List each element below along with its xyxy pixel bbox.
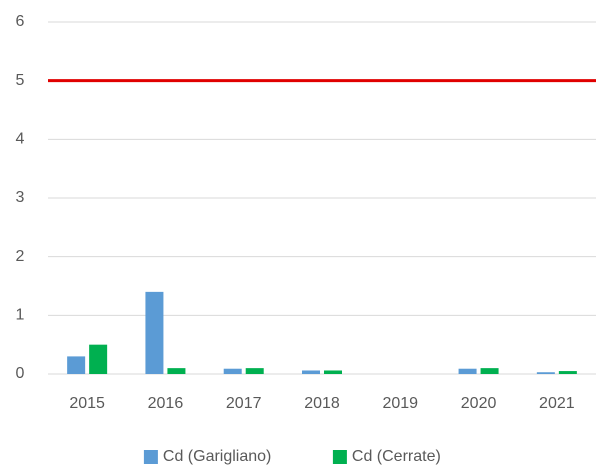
bar [67,356,86,374]
y-tick-label: 2 [16,248,25,265]
legend-label: Cd (Cerrate) [352,448,441,465]
bar [145,291,164,374]
legend-swatch [143,450,158,464]
y-tick-label: 3 [16,189,25,206]
y-tick-label: 6 [16,13,25,30]
bar [167,368,186,374]
x-tick-label: 2020 [461,395,497,412]
x-tick-label: 2018 [304,395,340,412]
bar [302,370,320,374]
x-tick-label: 2019 [382,395,418,412]
bar [536,372,555,374]
bar [89,344,108,374]
legend-label: Cd (Garigliano) [163,448,271,465]
bar [245,368,264,374]
bar [223,368,242,374]
bar [558,371,577,374]
x-tick-label: 2015 [69,395,105,412]
bar [480,368,499,374]
x-tick-label: 2021 [539,395,575,412]
y-tick-label: 1 [16,307,25,324]
legend-swatch [332,450,347,464]
y-tick-label: 4 [16,131,25,148]
y-tick-label: 5 [16,72,25,89]
bar [458,368,477,374]
bar [324,370,342,374]
x-tick-label: 2016 [148,395,184,412]
y-tick-label: 0 [16,365,25,382]
x-tick-label: 2017 [226,395,262,412]
